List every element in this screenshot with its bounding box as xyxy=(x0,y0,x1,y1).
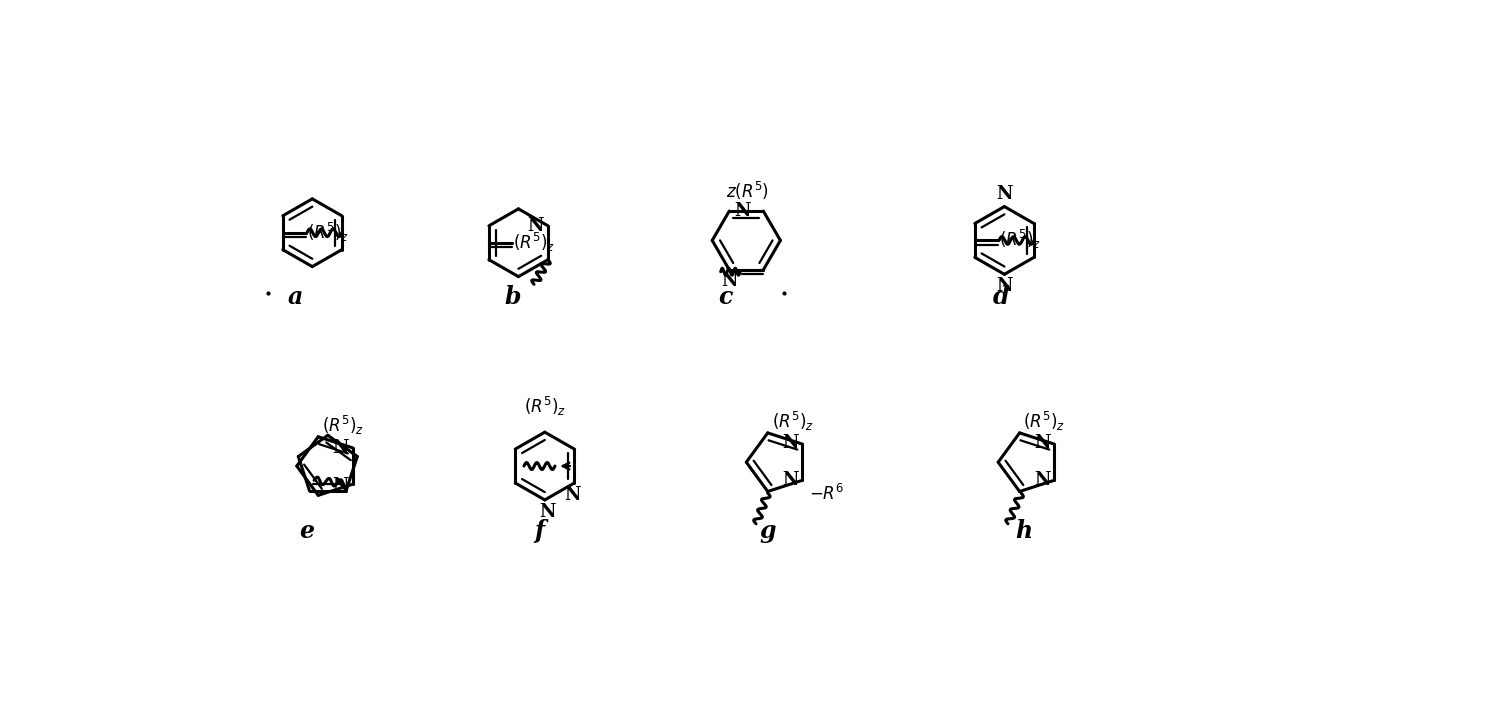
Text: N: N xyxy=(781,433,798,451)
Text: $-R^6$: $-R^6$ xyxy=(808,484,844,504)
Text: $(R^5)_z$: $(R^5)_z$ xyxy=(1023,410,1065,433)
Text: f: f xyxy=(535,519,544,543)
Text: N: N xyxy=(333,439,350,457)
Text: $(R^5)_z$: $(R^5)_z$ xyxy=(771,410,814,433)
Text: a: a xyxy=(288,285,303,308)
Text: b: b xyxy=(503,285,520,308)
Text: N: N xyxy=(996,186,1013,203)
Text: N: N xyxy=(722,272,738,290)
Text: h: h xyxy=(1016,519,1032,543)
Text: N: N xyxy=(333,477,350,495)
Text: N: N xyxy=(781,471,798,489)
Text: N: N xyxy=(565,486,581,504)
Text: $(R^5)_z$: $(R^5)_z$ xyxy=(512,231,556,254)
Text: $(R^5)_z$: $(R^5)_z$ xyxy=(323,414,365,437)
Text: N: N xyxy=(539,503,556,521)
Text: N: N xyxy=(527,217,544,235)
Text: N: N xyxy=(1034,433,1050,451)
Text: g: g xyxy=(760,519,777,543)
Text: $(R^5)_z$: $(R^5)_z$ xyxy=(999,228,1041,251)
Text: N: N xyxy=(996,278,1013,295)
Text: e: e xyxy=(299,519,314,543)
Text: N: N xyxy=(734,202,750,220)
Text: N: N xyxy=(1034,471,1050,489)
Text: $(R^5)_z$: $(R^5)_z$ xyxy=(524,395,566,418)
Text: $z(R^5)$: $z(R^5)$ xyxy=(726,179,769,202)
Text: $(R^5)_z$: $(R^5)_z$ xyxy=(306,220,350,243)
Text: d: d xyxy=(992,285,1008,308)
Text: c: c xyxy=(719,285,732,308)
